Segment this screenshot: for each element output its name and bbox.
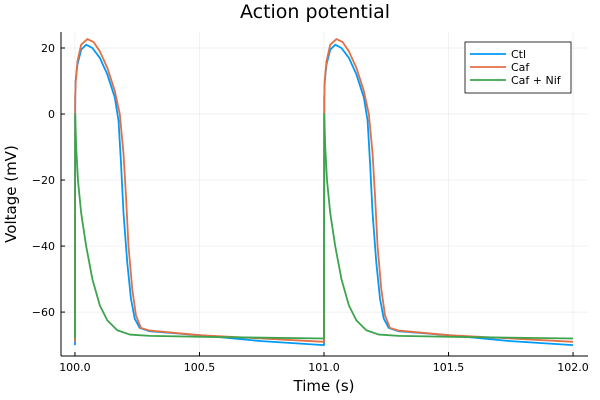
legend-label: Caf + Nif: [511, 74, 562, 87]
y-tick-label: −40: [32, 240, 55, 253]
series-lines: [74, 38, 574, 347]
x-tick-label: 101.0: [308, 361, 340, 374]
x-tick-label: 101.5: [433, 361, 465, 374]
x-tick-label: 100.5: [184, 361, 216, 374]
chart-title: Action potential: [240, 1, 390, 23]
series-line-caf-nif: [74, 113, 574, 340]
legend-label: Ctl: [511, 48, 526, 61]
x-axis-label: Time (s): [293, 377, 355, 395]
axes: 100.0 100.5 101.0 101.5 102.0 20 0 −20 −40 −60: [32, 32, 589, 374]
y-tick-label: −60: [32, 306, 55, 319]
y-axis-label: Voltage (mV): [2, 145, 20, 243]
series-line-ctl: [74, 43, 574, 347]
x-tick-label: 100.0: [59, 361, 91, 374]
legend-label: Caf: [511, 61, 530, 74]
y-tick-label: 0: [48, 108, 55, 121]
y-tick-label: −20: [32, 174, 55, 187]
series-line-caf: [74, 38, 574, 343]
y-tick-label: 20: [41, 42, 55, 55]
x-tick-label: 102.0: [557, 361, 589, 374]
